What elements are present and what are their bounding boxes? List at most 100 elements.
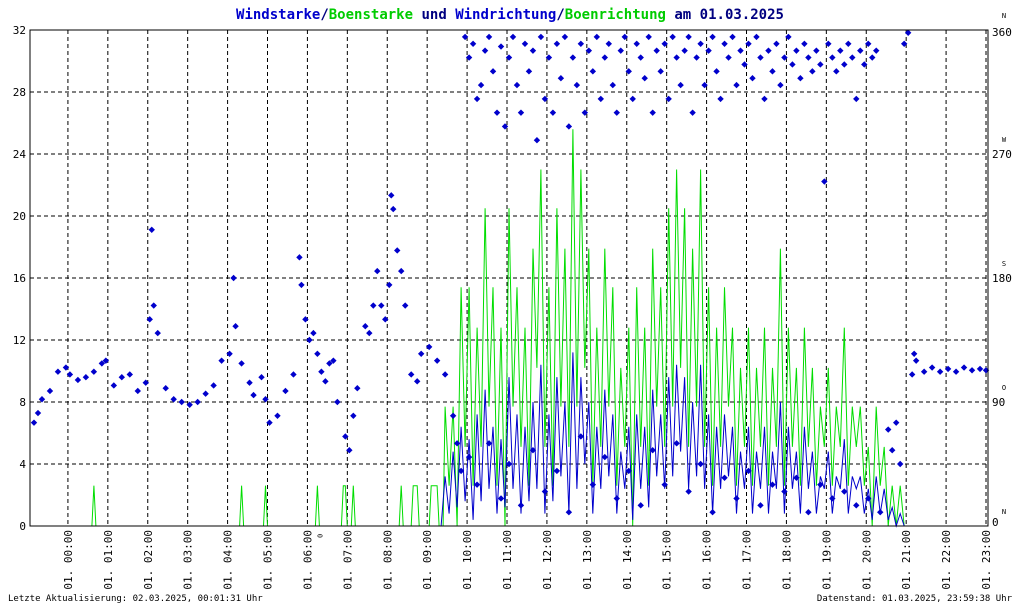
direction-point	[589, 68, 597, 75]
direction-point	[537, 33, 545, 41]
title-und: und	[413, 7, 455, 23]
direction-point	[912, 357, 920, 364]
direction-point	[497, 43, 505, 50]
direction-point	[142, 379, 149, 386]
y-right-tick-label: 90	[992, 396, 1005, 409]
direction-point	[593, 33, 601, 41]
direction-point	[833, 68, 840, 75]
direction-point	[928, 364, 936, 371]
direction-point	[38, 396, 46, 403]
direction-point	[813, 47, 820, 54]
direction-point	[857, 47, 864, 54]
grid-layer	[30, 30, 988, 526]
direction-point	[773, 40, 780, 47]
direction-point	[661, 40, 668, 47]
x-tick-label: 01. 23:00	[980, 530, 993, 590]
direction-point	[126, 371, 133, 378]
direction-point	[613, 495, 620, 502]
direction-point	[645, 33, 652, 41]
series-line-windstarke	[30, 352, 988, 528]
direction-point	[378, 302, 385, 309]
direction-point	[777, 81, 784, 89]
x-tick-label: 01. 20:00	[860, 530, 873, 590]
direction-point	[733, 495, 740, 502]
direction-point	[573, 81, 581, 89]
direction-point	[825, 40, 832, 47]
direction-point	[936, 368, 944, 375]
direction-point	[533, 137, 541, 144]
compass-label: S	[1002, 260, 1006, 268]
direction-point	[908, 371, 916, 378]
direction-point	[729, 33, 736, 41]
direction-point	[449, 412, 457, 419]
x-tick-label: 01. 10:00	[461, 530, 474, 590]
x-tick-label: 01. 03:00	[182, 530, 195, 590]
direction-point	[653, 47, 660, 54]
direction-point	[90, 368, 98, 375]
direction-point	[737, 47, 744, 54]
direction-point	[388, 192, 395, 199]
direction-point	[202, 390, 209, 397]
direction-point	[170, 396, 177, 403]
x-tick-label: 01. 00:00	[62, 530, 75, 590]
axis-layer: 01. 00:00 01. 01:00 01. 02:00 01. 03:00 01. …	[13, 12, 1012, 590]
direction-point	[162, 385, 169, 392]
direction-point	[74, 376, 82, 384]
direction-point	[266, 419, 273, 426]
direction-point	[557, 75, 565, 82]
direction-point	[210, 382, 217, 389]
direction-point	[525, 68, 533, 75]
direction-point	[910, 350, 918, 357]
direction-point	[693, 54, 700, 61]
direction-point	[148, 226, 155, 233]
direction-point	[118, 374, 126, 381]
direction-point	[354, 385, 361, 392]
x-tick-label: 01. 11:00	[501, 530, 514, 590]
direction-point	[485, 440, 493, 447]
direction-point	[218, 357, 225, 364]
direction-point	[861, 61, 868, 68]
direction-point	[505, 460, 513, 468]
direction-point	[250, 391, 257, 399]
x-tick-label: 01. 04:00	[222, 530, 235, 590]
direction-point	[232, 323, 239, 330]
direction-point	[793, 47, 800, 54]
direction-point	[621, 33, 628, 41]
direction-point	[398, 267, 405, 275]
direction-point	[505, 54, 513, 61]
direction-point	[350, 412, 357, 419]
direction-point	[565, 509, 573, 516]
direction-point	[30, 419, 38, 426]
direction-point	[976, 365, 984, 373]
direction-point	[34, 409, 42, 417]
compass-label: O	[1002, 384, 1006, 392]
direction-point	[382, 316, 389, 323]
direction-point	[841, 61, 848, 68]
direction-point	[330, 357, 337, 364]
x-tick-label: 01. 09:00	[421, 530, 434, 590]
direction-point	[346, 447, 353, 454]
direction-point	[306, 336, 313, 344]
direction-point	[98, 360, 106, 367]
direction-point	[889, 447, 896, 454]
direction-point	[465, 453, 473, 461]
direction-point	[274, 412, 281, 419]
x-tick-label: 01. 01:00	[102, 530, 115, 590]
direction-point	[677, 81, 684, 89]
y-left-tick-label: 0	[19, 520, 26, 533]
plot-frame	[29, 29, 989, 527]
direction-point	[721, 474, 728, 481]
direction-point	[589, 481, 597, 488]
direction-point	[705, 47, 712, 54]
y-left-tick-label: 16	[13, 272, 26, 285]
direction-point	[601, 453, 608, 461]
direction-point	[685, 488, 692, 495]
direction-point	[701, 81, 708, 89]
direction-point	[892, 419, 900, 426]
direction-point	[960, 364, 968, 371]
marker-label: 0	[316, 534, 324, 538]
direction-point	[178, 398, 185, 406]
direction-point	[246, 379, 253, 386]
direction-point	[904, 29, 912, 36]
direction-point	[529, 47, 537, 54]
